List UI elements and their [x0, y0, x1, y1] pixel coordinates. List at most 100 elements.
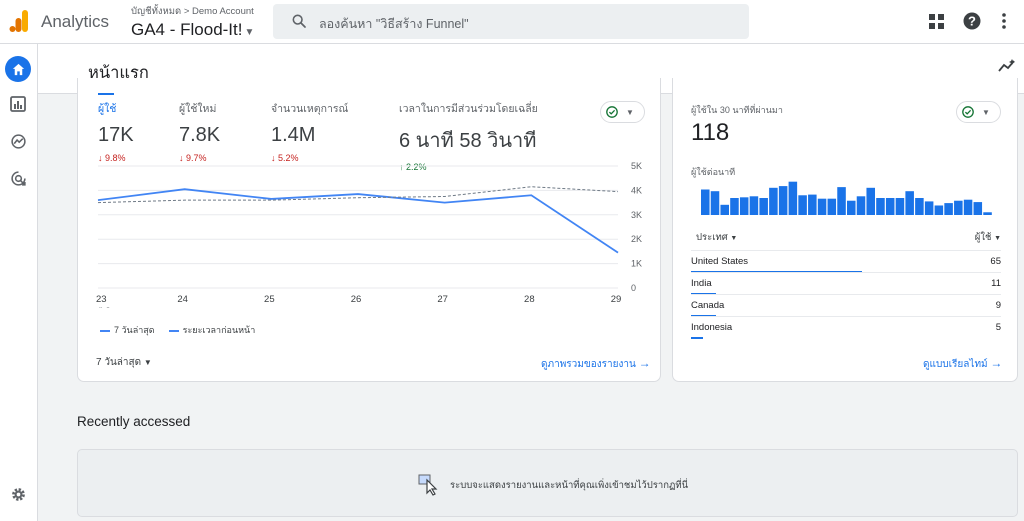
share-bar — [691, 337, 704, 339]
cursor-click-icon — [418, 474, 438, 496]
table-row: United States 65 — [691, 250, 1001, 273]
more-vert-icon[interactable] — [993, 10, 1015, 32]
comparison-status-button[interactable]: ▼ — [600, 101, 645, 123]
account-picker[interactable]: บัญชีทั้งหมด > Demo Account GA4 - Flood-… — [131, 4, 254, 40]
link-label: ดูแบบเรียลไทม์ — [923, 359, 988, 370]
metric-value: 1.4M — [271, 124, 316, 146]
country-name: India — [691, 278, 712, 289]
page-title: หน้าแรก — [88, 64, 149, 82]
analytics-logo-icon[interactable] — [9, 9, 29, 33]
metric-delta-value: 9.7% — [186, 153, 207, 163]
x-tick-label: 28 — [524, 294, 535, 305]
x-tick-label: 24 — [177, 294, 188, 305]
nav-admin-gear-icon[interactable] — [5, 481, 31, 507]
arrow-right-icon: → — [990, 356, 1003, 370]
empty-state-message: ระบบจะแสดงรายงานและหน้าที่คุณเพิ่งเข้าชม… — [450, 479, 689, 491]
arrow-down-icon: ↓ — [179, 153, 184, 163]
country-table-header: ประเทศ ▼ ผู้ใช้ ▼ — [691, 230, 1001, 245]
breadcrumb-all-accounts[interactable]: บัญชีทั้งหมด — [131, 6, 182, 17]
users-line-chart: 5K 4K 3K 2K 1K 0 23 24 25 26 27 28 29 ต.ค. — [96, 161, 642, 308]
country-users: 65 — [990, 256, 1001, 267]
per-minute-bar — [905, 191, 914, 215]
nav-home-icon[interactable] — [5, 56, 31, 82]
per-minute-bar — [769, 187, 778, 215]
caret-down-icon: ▼ — [143, 358, 152, 367]
x-tick-sublabel: ต.ค. — [98, 305, 113, 308]
metric-new-users[interactable]: ผู้ใช้ใหม่ 7.8K ↓ 9.7% — [179, 100, 220, 163]
chart-legend: 7 วันล่าสุด ระยะเวลาก่อนหน้า — [100, 323, 255, 337]
search-icon — [292, 14, 306, 28]
metric-label: ผู้ใช้ — [98, 103, 117, 115]
apps-grid-icon[interactable] — [925, 10, 947, 32]
per-minute-bar — [759, 198, 768, 215]
nav-advertising-icon[interactable] — [5, 165, 31, 191]
per-minute-bar — [885, 198, 895, 215]
country-column-header[interactable]: ประเทศ ▼ — [696, 232, 738, 243]
help-icon[interactable]: ? — [961, 10, 983, 32]
per-minute-bar — [973, 202, 983, 215]
search-bar[interactable]: ลองค้นหา "วิธีสร้าง Funnel" — [273, 4, 749, 39]
arrow-down-icon: ↓ — [98, 153, 103, 163]
breadcrumb-account[interactable]: Demo Account — [192, 6, 254, 17]
insights-icon[interactable] — [998, 58, 1018, 74]
recently-accessed-empty-state: ระบบจะแสดงรายงานและหน้าที่คุณเพิ่งเข้าชม… — [418, 474, 688, 496]
per-minute-bar — [876, 198, 885, 215]
legend-item-previous: ระยะเวลาก่อนหน้า — [168, 323, 255, 337]
metric-delta-value: 9.8% — [105, 153, 126, 163]
country-name: Canada — [691, 300, 725, 311]
caret-down-icon: ▼ — [994, 235, 1001, 242]
metric-label: ผู้ใช้ใหม่ — [179, 103, 217, 115]
per-minute-bar — [856, 196, 866, 215]
metric-value: 7.8K — [179, 124, 221, 146]
recently-accessed-panel: ระบบจะแสดงรายงานและหน้าที่คุณเพิ่งเข้าชม… — [77, 449, 1018, 517]
metric-users[interactable]: ผู้ใช้ 17K ↓ 9.8% — [98, 100, 134, 163]
metric-delta: ↓ 5.2% — [271, 153, 348, 163]
country-name: Indonesia — [691, 322, 733, 333]
x-tick-label: 29 — [611, 294, 622, 305]
recently-accessed-title: Recently accessed — [77, 414, 191, 429]
metric-label: เวลาในการมีส่วนร่วมโดยเฉลี่ย — [399, 103, 538, 115]
dropdown-arrow-icon: ▼ — [982, 107, 990, 117]
per-minute-bar — [720, 204, 729, 215]
x-tick-label: 26 — [351, 294, 362, 305]
metric-label: จำนวนเหตุการณ์ — [271, 103, 349, 115]
nav-reports-icon[interactable] — [5, 91, 31, 117]
y-tick-label: 1K — [631, 259, 642, 269]
nav-explore-icon[interactable] — [5, 128, 31, 154]
series-line-current — [97, 188, 619, 254]
metric-avg-engagement-time[interactable]: เวลาในการมีส่วนร่วมโดยเฉลี่ย 6 นาที 58 ว… — [399, 100, 538, 172]
caret-down-icon: ▼ — [730, 235, 738, 242]
country-users: 11 — [991, 278, 1001, 289]
country-users: 5 — [995, 322, 1001, 333]
realtime-card: ผู้ใช้ใน 30 นาทีที่ผ่านมา 118 ▼ ผู้ใช้ต่… — [672, 78, 1018, 382]
per-minute-bar — [701, 189, 710, 215]
left-nav-rail — [0, 44, 38, 521]
x-tick-label: 23 — [96, 294, 107, 305]
metric-delta-value: 5.2% — [278, 153, 299, 163]
per-minute-bar — [749, 196, 759, 215]
per-minute-bar — [739, 197, 749, 215]
realtime-status-button[interactable]: ▼ — [956, 101, 1001, 123]
realtime-label: ผู้ใช้ใน 30 นาทีที่ผ่านมา — [691, 105, 783, 115]
metric-event-count[interactable]: จำนวนเหตุการณ์ 1.4M ↓ 5.2% — [271, 100, 348, 163]
country-users: 9 — [995, 300, 1001, 311]
x-tick-label: 27 — [437, 294, 448, 305]
per-minute-bar — [866, 187, 875, 215]
date-range-label: 7 วันล่าสุด — [96, 357, 142, 368]
view-realtime-link[interactable]: ดูแบบเรียลไทม์ → — [923, 356, 1002, 372]
per-minute-bar — [808, 194, 817, 215]
metric-delta: ↓ 9.7% — [179, 153, 220, 163]
property-selector[interactable]: GA4 - Flood-It! ▼ — [131, 20, 254, 40]
caret-down-icon: ▼ — [244, 27, 255, 38]
metric-value: 6 นาที 58 วินาที — [399, 130, 537, 152]
breadcrumb-separator: > — [183, 6, 190, 17]
per-minute-bar — [798, 195, 807, 215]
per-minute-bar — [710, 191, 720, 215]
check-circle-icon — [606, 106, 618, 118]
view-reports-overview-link[interactable]: ดูภาพรวมของรายงาน → — [541, 356, 651, 372]
per-minute-bar — [827, 198, 837, 215]
users-column-header[interactable]: ผู้ใช้ ▼ — [974, 232, 1001, 243]
metric-delta: ↓ 9.8% — [98, 153, 134, 163]
check-circle-icon — [962, 106, 974, 118]
date-range-dropdown[interactable]: 7 วันล่าสุด ▼ — [96, 355, 152, 370]
